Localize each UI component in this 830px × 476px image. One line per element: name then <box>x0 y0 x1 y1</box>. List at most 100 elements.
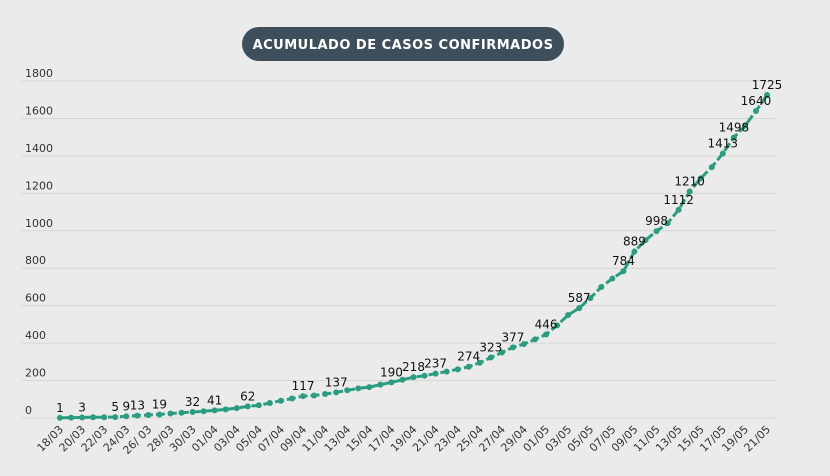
y-tick-label: 1000 <box>25 217 53 230</box>
data-label: 377 <box>501 330 524 344</box>
data-label: 1112 <box>663 193 694 207</box>
title-pill <box>242 27 564 61</box>
y-tick-label: 1400 <box>25 142 53 155</box>
point <box>565 312 572 319</box>
data-label: 19 <box>152 397 167 411</box>
point <box>587 295 594 302</box>
point <box>487 354 494 361</box>
data-label: 62 <box>240 389 255 403</box>
point <box>664 220 671 227</box>
point <box>57 414 63 421</box>
data-label: 41 <box>207 393 222 407</box>
point <box>598 283 605 290</box>
point <box>443 368 450 375</box>
point <box>631 248 638 255</box>
point <box>465 363 472 370</box>
point <box>388 379 395 386</box>
point <box>509 344 516 351</box>
point <box>498 349 505 356</box>
point <box>554 322 561 329</box>
data-label: 784 <box>612 254 635 268</box>
data-label: 323 <box>479 341 502 355</box>
point <box>211 407 218 414</box>
point <box>189 409 196 416</box>
point <box>101 414 108 421</box>
point <box>90 414 97 421</box>
point <box>288 395 295 402</box>
point <box>454 366 461 373</box>
point <box>741 122 748 129</box>
point <box>167 410 174 417</box>
data-label: 3 <box>78 400 86 414</box>
point <box>277 397 284 404</box>
point <box>719 150 726 157</box>
point <box>222 406 229 413</box>
data-label: 117 <box>292 379 315 393</box>
data-label: 218 <box>402 360 425 374</box>
data-label: 5 <box>111 400 119 414</box>
point <box>752 107 759 114</box>
point <box>730 134 737 141</box>
point <box>675 206 682 213</box>
chart-title: ACUMULADO DE CASOS CONFIRMADOS <box>253 38 554 53</box>
data-label: 274 <box>457 350 480 364</box>
point <box>653 228 660 235</box>
point <box>399 376 406 383</box>
data-label: 998 <box>645 214 668 228</box>
data-label: 1640 <box>741 94 772 108</box>
data-label: 1 <box>56 401 64 415</box>
data-label: 13 <box>130 399 145 413</box>
point <box>532 336 539 343</box>
point <box>300 393 307 400</box>
data-label: 446 <box>535 317 558 331</box>
point <box>244 403 251 410</box>
data-label: 889 <box>623 235 646 249</box>
data-label: 587 <box>568 291 591 305</box>
point <box>543 331 550 338</box>
point <box>576 305 583 312</box>
point <box>620 268 627 275</box>
point <box>520 341 527 348</box>
point <box>366 384 373 391</box>
data-label: 237 <box>424 357 447 371</box>
point <box>145 412 152 419</box>
point <box>178 409 185 416</box>
y-tick-label: 1200 <box>25 179 53 192</box>
point <box>421 372 428 379</box>
y-tick-label: 800 <box>25 254 46 267</box>
data-label: 32 <box>185 395 200 409</box>
point <box>708 164 715 171</box>
point <box>266 400 273 407</box>
point <box>233 405 240 412</box>
point <box>112 414 119 421</box>
point <box>333 389 340 396</box>
y-tick-label: 0 <box>25 404 32 417</box>
y-tick-label: 600 <box>25 292 46 305</box>
point <box>79 414 86 421</box>
data-label: 1498 <box>719 121 750 135</box>
point <box>432 370 439 377</box>
data-label: 190 <box>380 365 403 379</box>
point <box>322 391 329 398</box>
data-label: 9 <box>122 399 130 413</box>
data-label: 1725 <box>752 78 783 92</box>
point <box>609 275 616 282</box>
point <box>686 188 693 195</box>
point <box>377 381 384 388</box>
point <box>68 414 75 421</box>
data-label: 1210 <box>674 174 705 188</box>
point <box>476 359 483 366</box>
data-label: 137 <box>325 375 348 389</box>
point <box>123 413 130 420</box>
point <box>344 387 351 394</box>
point <box>697 175 704 182</box>
point <box>764 92 770 99</box>
y-tick-label: 1800 <box>25 67 53 80</box>
point <box>355 385 362 392</box>
point <box>200 408 207 415</box>
y-tick-label: 400 <box>25 329 46 342</box>
y-tick-label: 200 <box>25 367 46 380</box>
point <box>156 411 163 418</box>
